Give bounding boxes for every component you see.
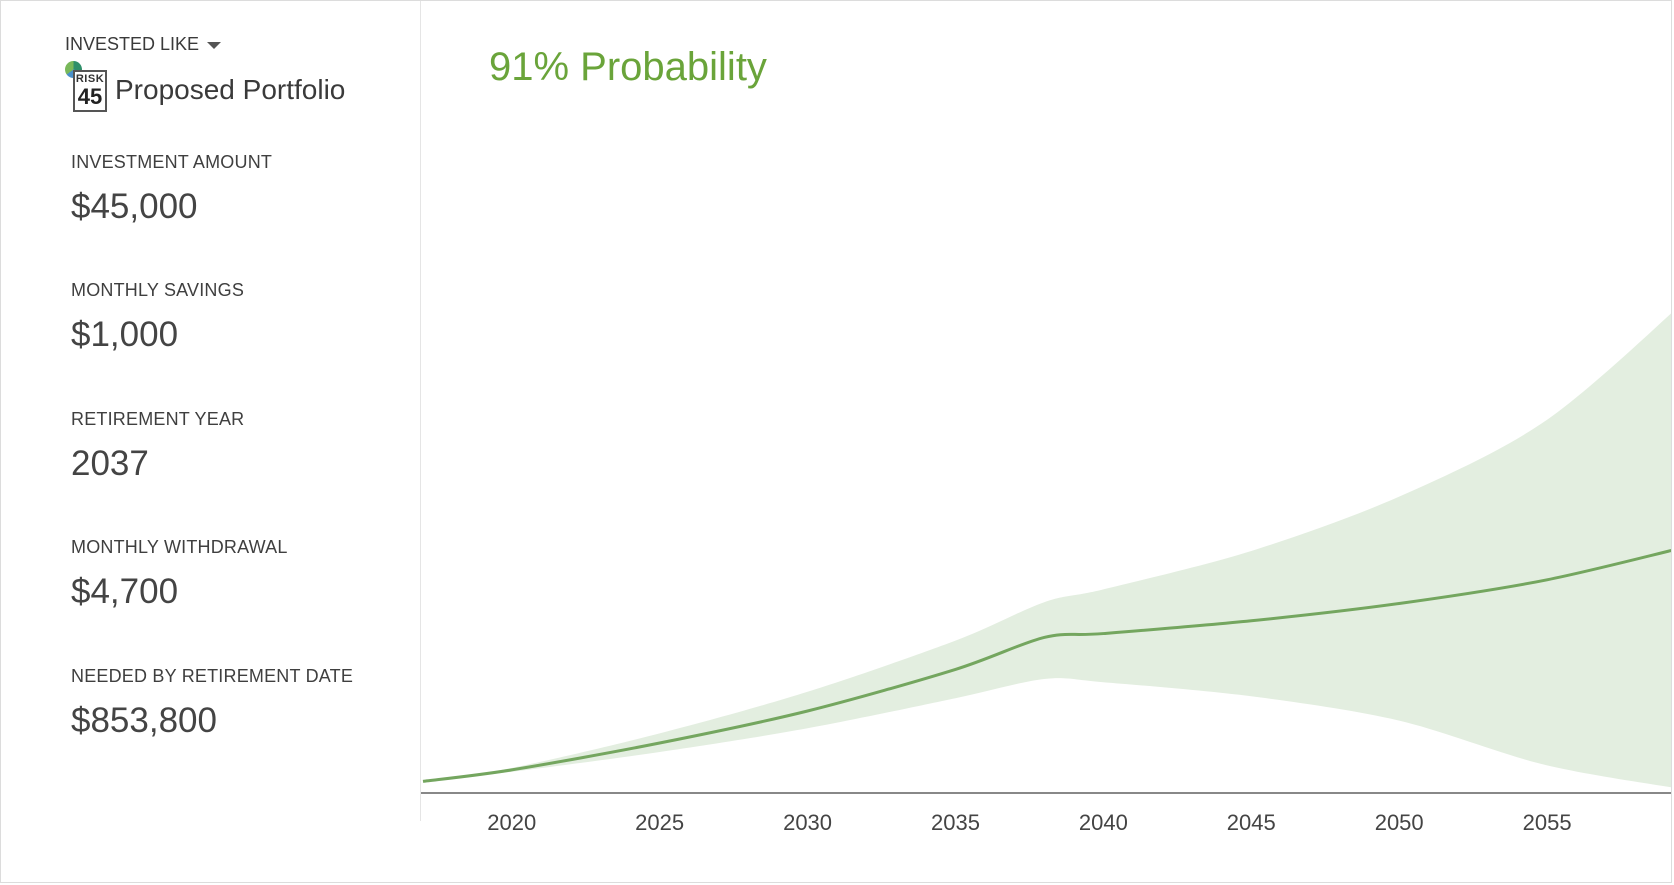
monthly-withdrawal-field[interactable]: MONTHLY WITHDRAWAL $4,700 xyxy=(71,537,288,612)
selected-portfolio[interactable]: RISK 45 Proposed Portfolio xyxy=(65,61,345,113)
x-tick-label-2040: 2040 xyxy=(1079,810,1128,835)
risk-score-badge: RISK 45 xyxy=(65,61,107,113)
x-tick-label-2045: 2045 xyxy=(1227,810,1276,835)
risk-score: 45 xyxy=(77,84,103,109)
x-tick-label-2060: 2060 xyxy=(1671,810,1672,835)
portfolio-name: Proposed Portfolio xyxy=(115,74,346,105)
retirement-year-value[interactable]: 2037 xyxy=(71,444,149,483)
success-probability: 91% Probability xyxy=(489,45,767,89)
invested-like-dropdown[interactable]: INVESTED LIKE xyxy=(65,34,222,55)
monthly-withdrawal-label: MONTHLY WITHDRAWAL xyxy=(71,537,288,557)
projection-chart: 2020 2025 2030 2035 2040 2045 2050 2055 2060 xyxy=(421,313,1672,835)
investment-amount-label: INVESTMENT AMOUNT xyxy=(71,152,273,172)
x-tick-label-2025: 2025 xyxy=(635,810,684,835)
x-axis-ticks: 2020 2025 2030 2035 2040 2045 2050 2055 2060 xyxy=(487,810,1672,835)
investment-amount-field[interactable]: INVESTMENT AMOUNT $45,000 xyxy=(71,152,272,227)
x-tick-label-2050: 2050 xyxy=(1375,810,1424,835)
median-projection-line xyxy=(422,548,1671,783)
assumptions-sidebar: INVESTED LIKE RISK 45 Proposed Portfolio… xyxy=(1,1,421,821)
needed-by-retirement-field[interactable]: NEEDED BY RETIREMENT DATE $853,800 xyxy=(71,666,353,741)
x-tick-label-2055: 2055 xyxy=(1523,810,1572,835)
retirement-year-field[interactable]: RETIREMENT YEAR 2037 xyxy=(71,409,244,484)
risk-label: RISK xyxy=(75,73,105,85)
monthly-withdrawal-value[interactable]: $4,700 xyxy=(71,572,179,611)
needed-by-retirement-label: NEEDED BY RETIREMENT DATE xyxy=(71,666,354,686)
monthly-savings-value[interactable]: $1,000 xyxy=(71,315,179,354)
needed-by-retirement-value: $853,800 xyxy=(71,701,217,740)
monthly-savings-label: MONTHLY SAVINGS xyxy=(71,280,245,300)
risk-number-box: RISK 45 xyxy=(73,70,107,112)
projection-chart-area: 91% Probability 2020 2025 2030 2035 2040 2045… xyxy=(421,1,1672,882)
x-tick-label-2035: 2035 xyxy=(931,810,980,835)
x-tick-label-2020: 2020 xyxy=(487,810,536,835)
retirement-year-label: RETIREMENT YEAR xyxy=(71,409,245,429)
confidence-band xyxy=(423,313,1671,788)
x-tick-label-2030: 2030 xyxy=(783,810,832,835)
monthly-savings-field[interactable]: MONTHLY SAVINGS $1,000 xyxy=(71,280,244,355)
invested-like-label: INVESTED LIKE xyxy=(65,34,200,54)
caret-down-icon xyxy=(207,42,222,49)
investment-amount-value[interactable]: $45,000 xyxy=(71,187,198,226)
